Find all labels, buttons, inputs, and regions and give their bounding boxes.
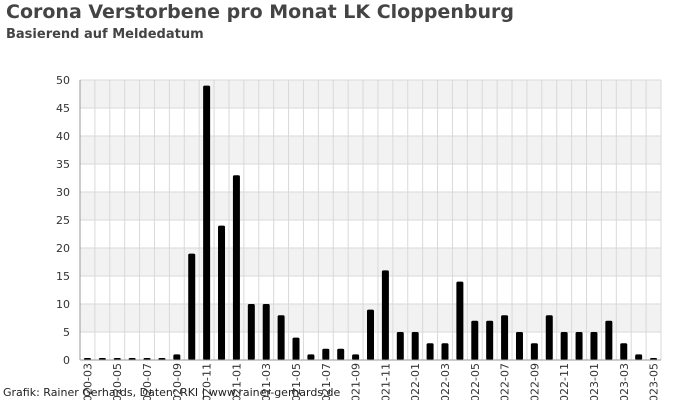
axes <box>79 80 661 361</box>
horizontal-gridlines <box>80 79 661 361</box>
bar <box>173 354 181 360</box>
bar-series <box>83 85 658 360</box>
bar <box>486 320 494 360</box>
x-tick-label: 2020-05 <box>111 363 124 400</box>
bar <box>262 304 270 360</box>
bar <box>411 332 419 360</box>
x-tick-label: 2021-05 <box>290 363 303 400</box>
bar <box>352 354 360 360</box>
bar <box>367 309 374 360</box>
x-tick-label: 2020-03 <box>81 363 94 400</box>
x-tick-label: 2023-05 <box>648 363 661 400</box>
bar <box>247 304 255 360</box>
y-tick-label: 30 <box>56 186 70 199</box>
x-tick-label: 2022-11 <box>558 363 571 400</box>
y-tick-label: 40 <box>56 130 70 143</box>
bar <box>277 315 285 360</box>
x-tick-label: 2022-05 <box>469 363 482 400</box>
bar <box>590 332 598 360</box>
bar <box>188 253 196 360</box>
bar <box>620 343 628 360</box>
bar <box>515 332 523 360</box>
bar <box>501 315 509 360</box>
plot-band <box>80 276 661 304</box>
bar <box>605 320 613 360</box>
bar <box>203 85 211 360</box>
x-tick-label: 2022-07 <box>499 363 512 400</box>
plot-band <box>80 164 661 192</box>
x-tick-label: 2022-03 <box>439 363 452 400</box>
bar <box>545 315 553 360</box>
bar <box>560 332 568 360</box>
bar <box>471 320 479 360</box>
y-tick-label: 5 <box>63 326 70 339</box>
bar <box>292 337 300 360</box>
bar <box>635 354 643 360</box>
bar <box>530 343 538 360</box>
bar <box>232 175 240 360</box>
x-tick-label: 2021-11 <box>379 363 392 400</box>
x-tick-label: 2021-09 <box>350 363 363 400</box>
bar <box>307 354 315 360</box>
y-tick-label: 35 <box>56 158 70 171</box>
y-tick-labels: 0 5 10 15 20 25 30 35 40 45 50 <box>56 74 70 367</box>
bar <box>396 332 404 360</box>
y-tick-label: 45 <box>56 102 70 115</box>
bar <box>381 270 389 360</box>
bar <box>456 281 464 360</box>
y-tick-label: 20 <box>56 242 70 255</box>
x-tick-label: 2023-03 <box>618 363 631 400</box>
credit-line: Grafik: Rainer Gerhards, Daten: RKI | ww… <box>3 386 341 399</box>
chart-subtitle: Basierend auf Meldedatum <box>6 27 204 42</box>
bar <box>441 343 449 360</box>
y-tick-label: 10 <box>56 298 70 311</box>
x-tick-label: 2020-07 <box>141 363 154 400</box>
x-tick-label: 2022-09 <box>528 363 541 400</box>
bar <box>218 225 226 360</box>
x-tick-label: 2021-01 <box>230 363 243 400</box>
plot-band <box>80 220 661 248</box>
y-tick-label: 50 <box>56 74 70 87</box>
x-tick-label: 2022-01 <box>409 363 422 400</box>
x-tick-label: 2020-11 <box>201 363 214 400</box>
chart-title: Corona Verstorbene pro Monat LK Cloppenb… <box>6 1 514 23</box>
y-tick-label: 0 <box>63 354 70 367</box>
plot-band <box>80 192 661 220</box>
x-tick-labels: 2020-03 2020-05 2020-07 2020-09 2020-11 2021-… <box>81 363 660 400</box>
bar <box>337 348 345 360</box>
y-tick-label: 25 <box>56 214 70 227</box>
plot-band <box>80 80 661 108</box>
bar <box>575 332 583 360</box>
plot-band <box>80 136 661 164</box>
y-tick-label: 15 <box>56 270 70 283</box>
bar <box>322 348 330 360</box>
plot-band <box>80 248 661 276</box>
x-tick-label: 2021-07 <box>320 363 333 400</box>
x-tick-label: 2023-01 <box>588 363 601 400</box>
x-tick-label: 2021-03 <box>260 363 273 400</box>
bar <box>426 343 434 360</box>
x-tick-label: 2020-09 <box>171 363 184 400</box>
plot-band <box>80 108 661 136</box>
